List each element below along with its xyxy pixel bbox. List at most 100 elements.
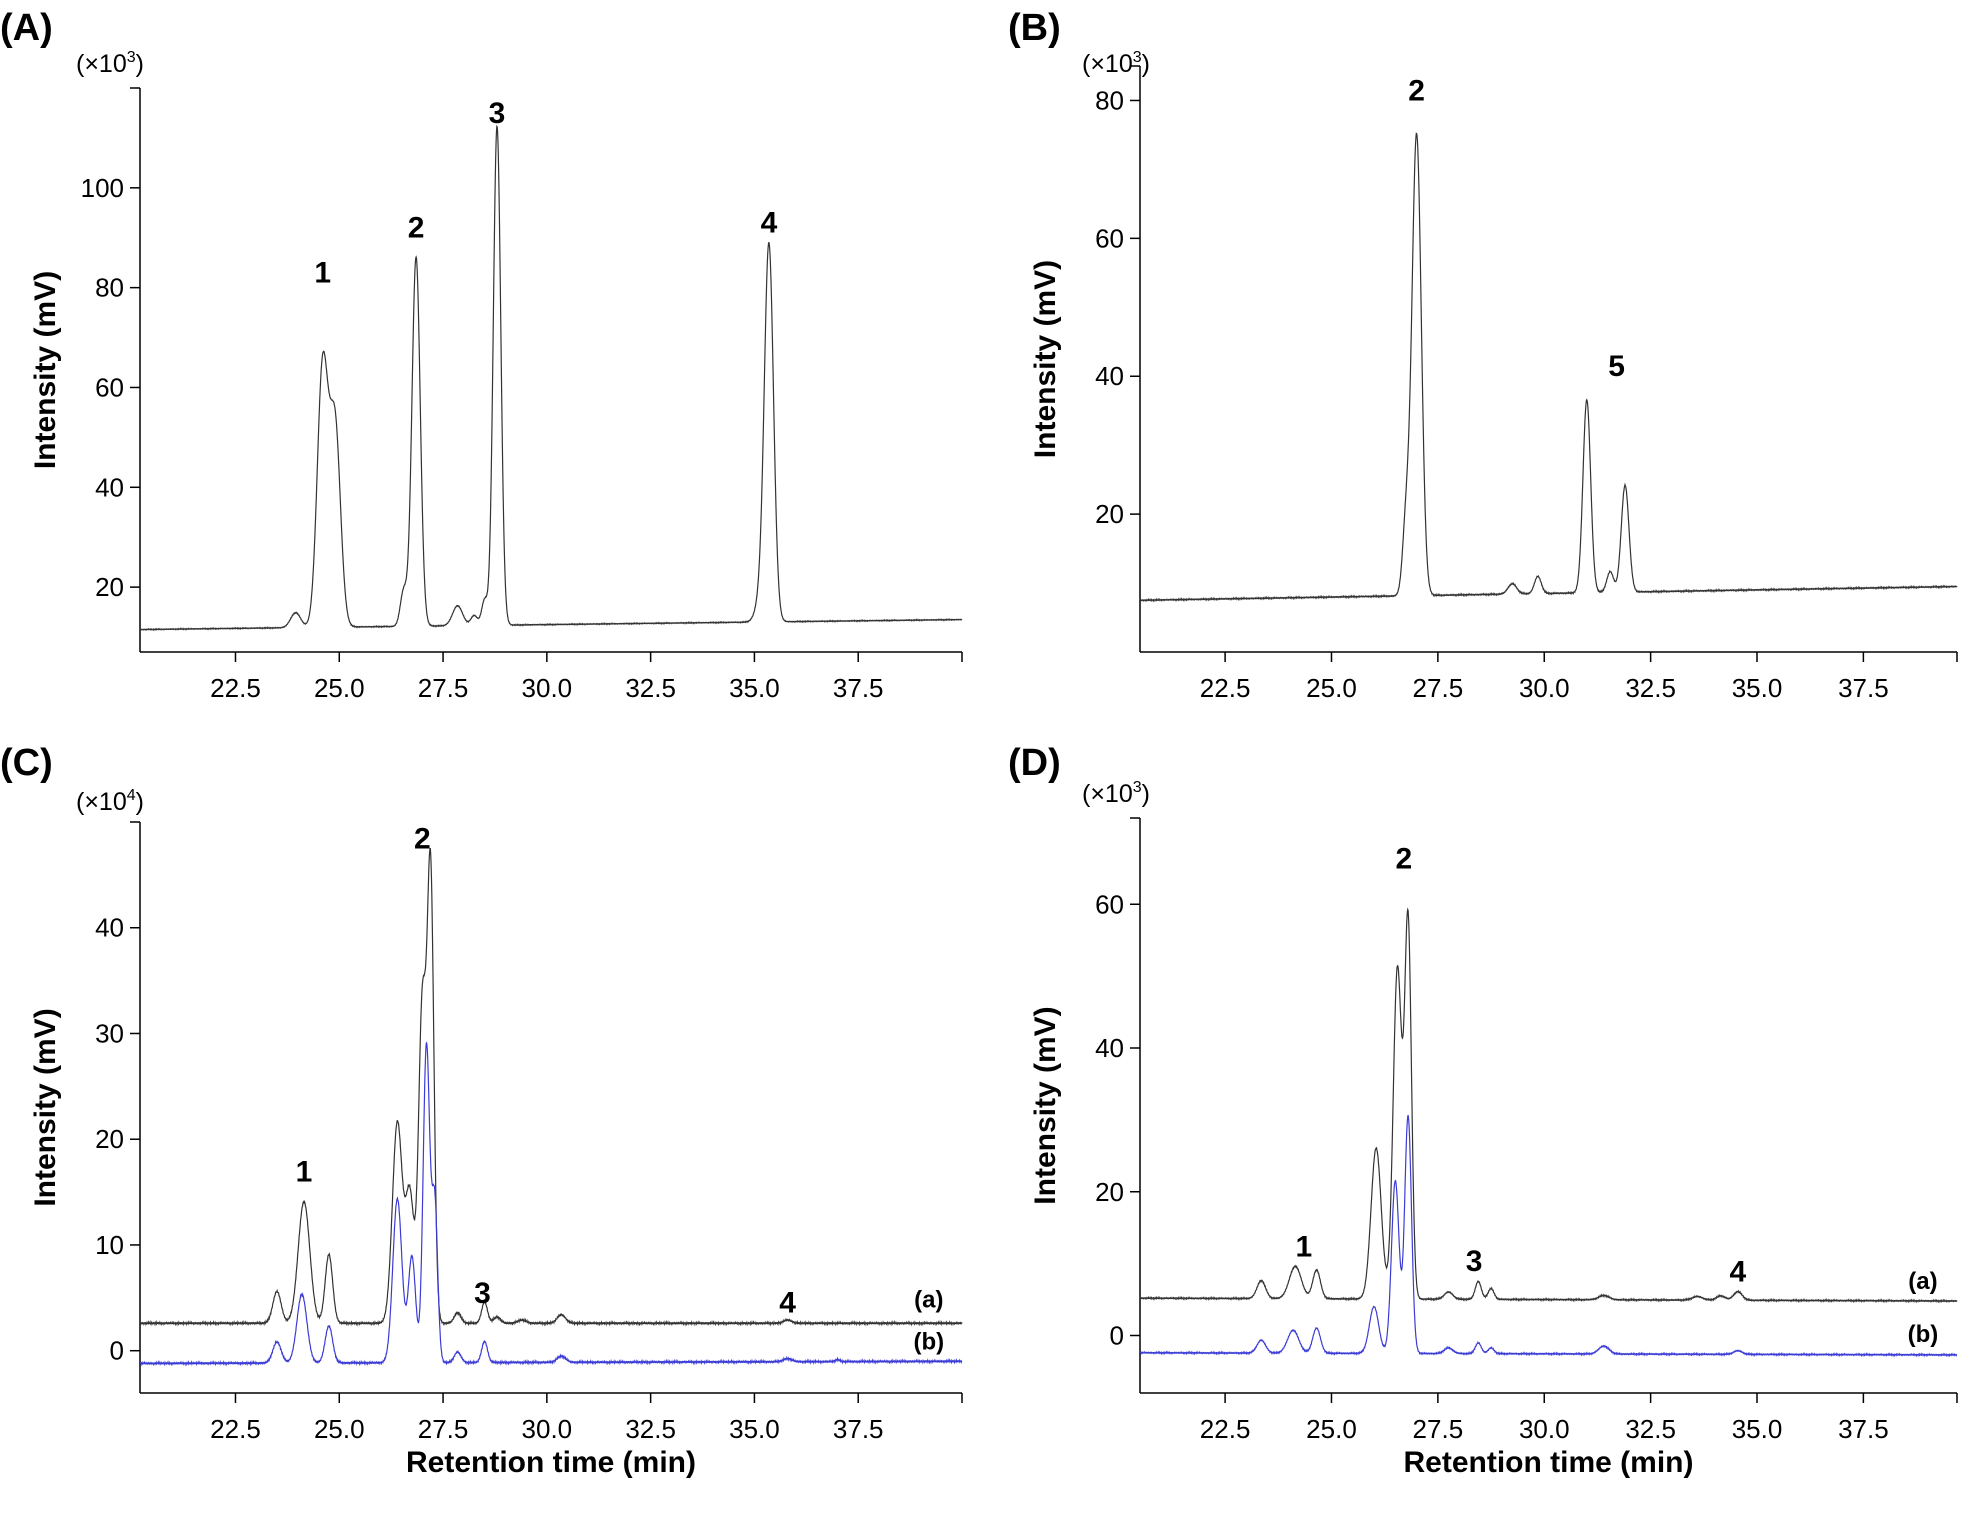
y-tick-label: 40 — [1095, 1033, 1124, 1063]
peak-number-label: 3 — [489, 97, 506, 130]
y-multiplier-base: (×10 — [1082, 50, 1133, 78]
chromatogram-trace-a — [1139, 907, 1958, 1304]
peak-number-label: 2 — [1408, 74, 1425, 107]
y-multiplier-base: (×10 — [76, 50, 127, 78]
x-tick-label: 22.5 — [1200, 673, 1251, 703]
trace-label: (a) — [914, 1286, 943, 1313]
x-tick-label: 22.5 — [210, 1414, 261, 1444]
chromatogram-trace-b — [1139, 1114, 1958, 1358]
y-tick-label: 40 — [95, 472, 124, 502]
peak-number-label: 2 — [414, 822, 431, 855]
y-multiplier-label: (×103) — [1082, 49, 1150, 78]
x-tick-label: 30.0 — [1519, 1414, 1570, 1444]
y-multiplier-close: ) — [1142, 780, 1150, 808]
y-multiplier-exponent: 3 — [1133, 49, 1142, 66]
peak-number-label: 3 — [474, 1277, 491, 1310]
x-tick-label: 25.0 — [1306, 673, 1357, 703]
x-tick-label: 27.5 — [418, 1414, 469, 1444]
peak-number-label: 2 — [1395, 842, 1412, 875]
y-multiplier-label: (×103) — [76, 49, 144, 78]
y-tick-label: 0 — [110, 1336, 124, 1366]
chromatogram-trace-a — [139, 847, 963, 1327]
panel-label: (B) — [1008, 7, 1061, 49]
y-multiplier-base: (×10 — [1082, 780, 1133, 808]
y-tick-label: 20 — [95, 572, 124, 602]
x-tick-label: 37.5 — [833, 1414, 884, 1444]
y-multiplier-label: (×104) — [76, 787, 144, 816]
x-tick-label: 22.5 — [1200, 1414, 1251, 1444]
x-tick-label: 25.0 — [314, 673, 365, 703]
y-tick-label: 60 — [1095, 223, 1124, 253]
x-tick-label: 37.5 — [1838, 673, 1889, 703]
peak-number-label: 3 — [1466, 1245, 1483, 1278]
chromatogram-trace-b — [139, 1041, 963, 1367]
peak-number-label: 2 — [408, 212, 425, 245]
chromatogram-trace-main — [1139, 132, 1958, 603]
x-tick-label: 25.0 — [314, 1414, 365, 1444]
chart-panel-2: (B) (×103) 20 40 60 80 22.5 25.0 27.5 30.0 32.5 35.… — [1008, 7, 1958, 703]
y-multiplier-close: ) — [1142, 50, 1150, 78]
x-tick-label: 27.5 — [1413, 1414, 1464, 1444]
y-tick-label: 40 — [1095, 361, 1124, 391]
y-axis-title: Intensity (mV) — [1029, 260, 1062, 458]
y-tick-label: 0 — [1110, 1321, 1124, 1351]
x-tick-label: 37.5 — [1838, 1414, 1889, 1444]
y-multiplier-exponent: 3 — [127, 49, 136, 66]
x-tick-label: 30.0 — [1519, 673, 1570, 703]
y-tick-label: 80 — [95, 273, 124, 303]
y-axis-title: Intensity (mV) — [1029, 1006, 1062, 1204]
trace-label: (a) — [1908, 1268, 1937, 1295]
y-tick-label: 20 — [1095, 499, 1124, 529]
x-tick-label: 32.5 — [1625, 1414, 1676, 1444]
peak-number-label: 4 — [761, 207, 778, 240]
x-tick-label: 35.0 — [729, 1414, 780, 1444]
x-tick-label: 35.0 — [1732, 673, 1783, 703]
peak-number-label: 1 — [314, 257, 331, 290]
y-tick-label: 60 — [1095, 889, 1124, 919]
peak-number-label: 1 — [1295, 1230, 1312, 1263]
y-tick-label: 60 — [95, 372, 124, 402]
x-tick-label: 30.0 — [522, 1414, 573, 1444]
peak-number-label: 4 — [1730, 1256, 1747, 1289]
peak-number-label: 4 — [779, 1287, 796, 1320]
y-tick-label: 80 — [1095, 85, 1124, 115]
panel-label: (D) — [1008, 742, 1061, 784]
y-axis-title: Intensity (mV) — [29, 1008, 62, 1206]
x-tick-label: 32.5 — [1625, 673, 1676, 703]
y-tick-label: 10 — [95, 1230, 124, 1260]
y-tick-label: 40 — [95, 913, 124, 943]
y-tick-label: 100 — [81, 173, 124, 203]
x-tick-label: 30.0 — [522, 673, 573, 703]
peak-number-label: 1 — [296, 1156, 313, 1189]
y-multiplier-close: ) — [136, 50, 144, 78]
panel-label: (A) — [0, 7, 53, 49]
x-axis-title: Retention time (min) — [1404, 1446, 1694, 1479]
trace-label: (b) — [1908, 1321, 1939, 1348]
chromatogram-trace-main — [139, 124, 963, 632]
x-tick-label: 27.5 — [418, 673, 469, 703]
x-tick-label: 32.5 — [625, 673, 676, 703]
panel-label: (C) — [0, 742, 53, 784]
x-tick-label: 22.5 — [210, 673, 261, 703]
y-multiplier-exponent: 4 — [127, 787, 136, 804]
y-multiplier-close: ) — [136, 788, 144, 816]
y-tick-label: 20 — [95, 1124, 124, 1154]
x-tick-label: 37.5 — [833, 673, 884, 703]
y-multiplier-exponent: 3 — [1133, 779, 1142, 796]
trace-label: (b) — [913, 1329, 944, 1356]
y-tick-label: 20 — [1095, 1177, 1124, 1207]
y-multiplier-base: (×10 — [76, 788, 127, 816]
x-tick-label: 27.5 — [1413, 673, 1464, 703]
peak-number-label: 5 — [1608, 350, 1625, 383]
x-axis-title: Retention time (min) — [406, 1446, 696, 1479]
x-tick-label: 25.0 — [1306, 1414, 1357, 1444]
y-tick-label: 30 — [95, 1018, 124, 1048]
y-axis-title: Intensity (mV) — [29, 271, 62, 469]
x-tick-label: 35.0 — [729, 673, 780, 703]
x-tick-label: 35.0 — [1732, 1414, 1783, 1444]
